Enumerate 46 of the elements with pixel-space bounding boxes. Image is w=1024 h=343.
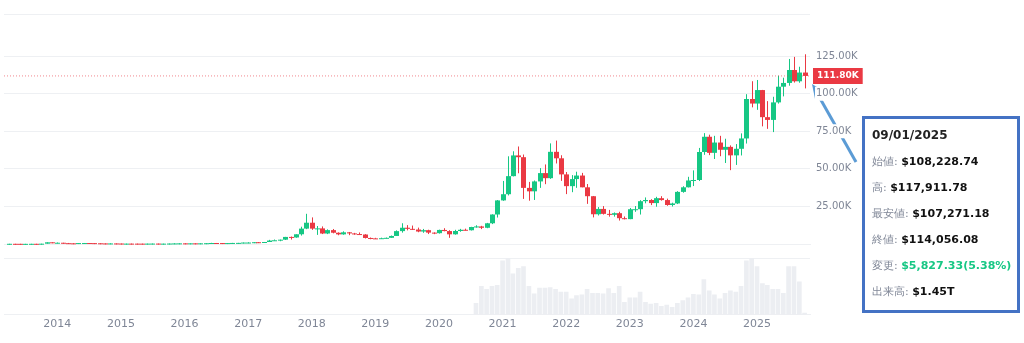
x-tick-label: 2014 (43, 317, 72, 331)
y-tick-label: 100.00K (816, 87, 858, 99)
candlestick (554, 140, 559, 164)
candlestick (511, 150, 516, 177)
candlestick (506, 155, 511, 196)
candlestick (559, 154, 564, 182)
candlestick (723, 138, 728, 164)
candlestick (538, 167, 543, 189)
candlestick (718, 135, 723, 157)
candlestick (765, 100, 770, 130)
candlestick (750, 80, 755, 108)
x-tick-label: 2019 (361, 317, 390, 331)
x-tick-label: 2022 (552, 317, 581, 331)
x-tick-label: 2020 (424, 317, 453, 331)
x-tick-label: 2015 (106, 317, 135, 331)
x-tick-label: 2021 (488, 317, 517, 331)
candlestick (792, 56, 797, 84)
x-tick-label: 2016 (170, 317, 199, 331)
candlestick (543, 163, 548, 185)
candlestick (739, 132, 744, 156)
y-tick-label: 25.00K (816, 200, 852, 212)
tooltip-panel: 09/01/2025 始値: $108,228.74 高: $117,911.78 最安値: $107,271.18 終値: $114,056.08 変更: $5,827.33(5.38%) 出来高: $1.45T (862, 116, 1020, 313)
candlestick (781, 77, 786, 97)
x-tick-label: 2017 (234, 317, 263, 331)
candlestick (728, 144, 733, 171)
x-tick-label: 2018 (297, 317, 326, 331)
candlestick (755, 79, 760, 111)
y-tick-label: 125.00K (816, 49, 858, 61)
candlestick (702, 132, 707, 156)
candlestick (516, 146, 521, 174)
x-tick-label: 2025 (743, 317, 772, 331)
candlestick (787, 58, 792, 87)
candlestick (564, 171, 569, 195)
candlestick (712, 135, 717, 160)
candlestick (771, 96, 776, 133)
candlestick (776, 75, 781, 105)
candlestick (707, 134, 712, 156)
x-tick-label: 2023 (615, 317, 644, 331)
candlestick (734, 143, 739, 166)
ref-line-label: 111.80K (817, 70, 860, 81)
x-tick-label: 2024 (679, 317, 708, 331)
y-tick-label: 50.00K (816, 162, 852, 174)
candlestick (585, 183, 590, 205)
candlestick (357, 231, 362, 236)
candlestick (501, 180, 506, 202)
y-tick-label: 75.00K (816, 124, 852, 136)
